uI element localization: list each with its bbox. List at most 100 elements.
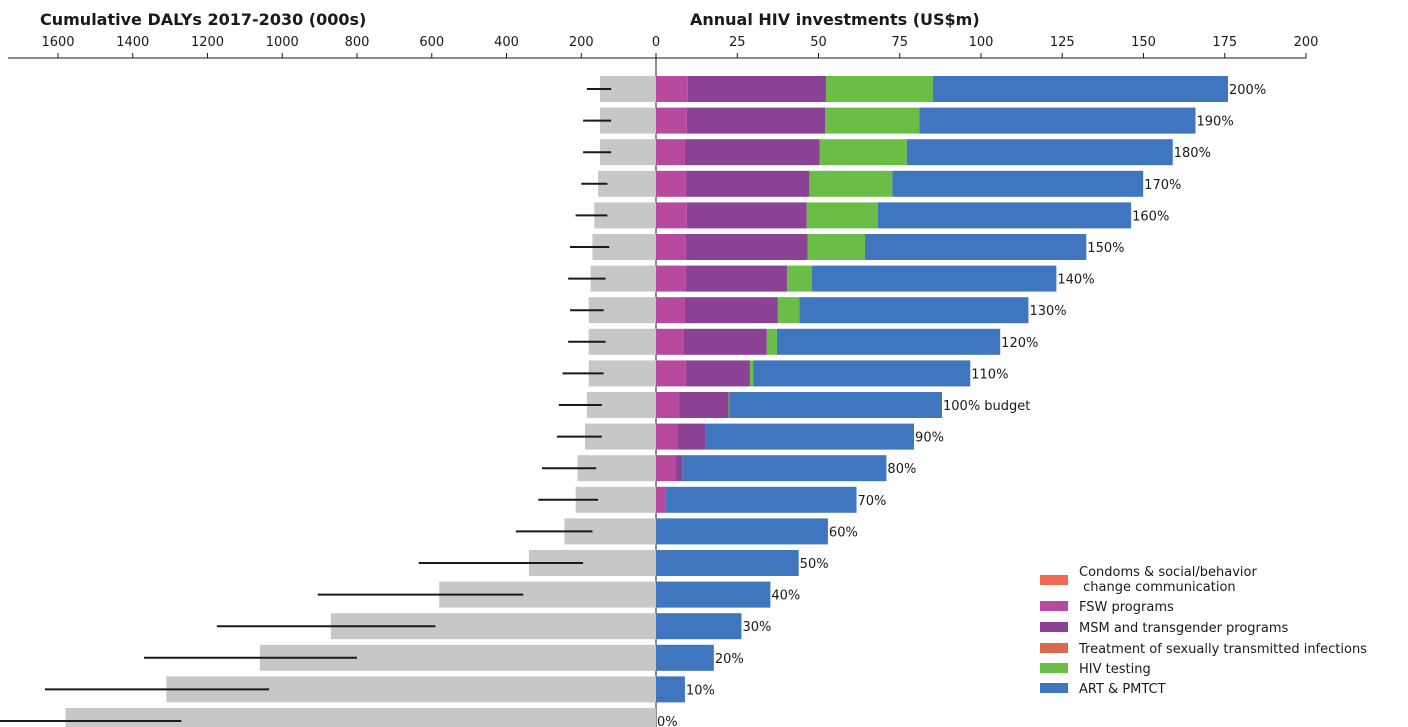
investment-segment (819, 139, 907, 166)
investment-segment (656, 455, 676, 482)
investment-segment (825, 107, 920, 134)
investment-segment (807, 234, 865, 260)
investment-segment (656, 202, 687, 229)
investment-segment (686, 202, 807, 229)
left-tick-label: 400 (494, 35, 519, 50)
investment-segment (677, 423, 706, 450)
investment-segment (656, 676, 685, 703)
investment-segment (864, 234, 1087, 260)
investment-segment (656, 107, 687, 134)
left-tick-label: 1000 (266, 35, 299, 50)
investment-segment (656, 550, 799, 576)
legend: Condoms & social/behavior change communi… (1040, 565, 1367, 697)
investment-segment (656, 170, 686, 197)
left-tick-label: 1200 (191, 35, 224, 50)
investment-segment (685, 234, 808, 260)
investment-segment (749, 360, 754, 387)
investment-segment (766, 328, 777, 355)
legend-swatch (1040, 622, 1068, 632)
investment-segment (777, 297, 800, 324)
legend-label: MSM and transgender programs (1079, 621, 1289, 636)
bar-label: 120% (1001, 336, 1038, 351)
left-tick-label: 200 (569, 35, 594, 50)
right-tick-label: 175 (1212, 35, 1237, 50)
daly-bar (65, 708, 657, 727)
legend-swatch (1040, 575, 1068, 585)
investment-segment (705, 423, 915, 450)
bar-label: 110% (971, 367, 1008, 382)
investment-segment (786, 265, 812, 292)
left-tick-label: 800 (345, 35, 370, 50)
bar-label: 200% (1229, 83, 1266, 98)
investment-bars (656, 76, 1228, 703)
bar-label: 150% (1087, 241, 1124, 256)
legend-swatch (1040, 643, 1068, 653)
bar-label: 70% (858, 494, 887, 509)
investment-segment (799, 297, 1029, 324)
legend-swatch (1040, 601, 1068, 611)
left-panel-title: Cumulative DALYs 2017-2030 (000s) (40, 10, 366, 29)
legend-label: HIV testing (1079, 662, 1151, 677)
bar-label: 30% (742, 620, 771, 635)
investment-segment (656, 265, 686, 292)
bar-label: 100% budget (943, 399, 1030, 414)
investment-segment (675, 455, 683, 482)
investment-segment (685, 170, 810, 197)
investment-segment (686, 107, 825, 134)
investment-segment (684, 297, 778, 324)
investment-segment (679, 392, 729, 418)
investment-segment (656, 644, 714, 671)
investment-segment (728, 392, 730, 418)
investment-segment (684, 139, 820, 166)
investment-segment (656, 581, 771, 608)
bar-label: 0% (657, 715, 678, 727)
daly-bars (0, 76, 657, 727)
investment-segment (919, 107, 1196, 134)
bar-label: 140% (1057, 273, 1094, 288)
investment-segment (656, 486, 666, 513)
right-tick-label: 25 (729, 35, 746, 50)
investment-segment (656, 360, 686, 387)
bar-label: 10% (686, 683, 715, 698)
legend-label: Condoms & social/behavior change communi… (1079, 565, 1257, 595)
bar-label: 130% (1029, 304, 1066, 319)
bar-label: 190% (1197, 115, 1234, 130)
bar-label: 60% (829, 525, 858, 540)
investment-segment (656, 234, 686, 260)
daly-bar (598, 170, 656, 197)
investment-segment (932, 76, 1228, 102)
right-panel-title: Annual HIV investments (US$m) (690, 10, 980, 29)
right-tick-label: 150 (1131, 35, 1156, 50)
right-tick-label: 0 (652, 35, 660, 50)
investment-segment (753, 360, 971, 387)
investment-segment (656, 297, 685, 324)
investment-segment (656, 518, 828, 545)
legend-label: ART & PMTCT (1079, 682, 1166, 697)
right-tick-label: 200 (1294, 35, 1319, 50)
budget-labels: 200% 190% 180% 170% 160% 150% 140% 130% 120% 110%… (657, 83, 1266, 727)
investment-segment (806, 202, 878, 229)
investment-segment (683, 328, 767, 355)
right-tick-label: 75 (891, 35, 908, 50)
bar-label: 80% (887, 462, 916, 477)
investment-segment (825, 76, 933, 102)
right-tick-label: 125 (1050, 35, 1075, 50)
right-tick-label: 100 (969, 35, 994, 50)
investment-segment (656, 76, 688, 102)
legend-label: FSW programs (1079, 600, 1174, 615)
left-tick-label: 1400 (116, 35, 149, 50)
investment-segment (906, 139, 1173, 166)
bar-label: 160% (1132, 209, 1169, 224)
bar-label: 20% (715, 652, 744, 667)
axes: 0 25 50 75 100 125 150 175 200 1600 1400 1200 1000 80… (8, 35, 1318, 727)
investment-segment (811, 265, 1057, 292)
legend-swatch (1040, 683, 1068, 693)
legend-label: Treatment of sexually transmitted infect… (1078, 642, 1367, 657)
bar-label: 40% (771, 589, 800, 604)
bar-label: 50% (800, 557, 829, 572)
left-tick-label: 600 (419, 35, 444, 50)
investment-segment (729, 392, 942, 418)
investment-segment (656, 139, 685, 166)
investment-segment (685, 265, 787, 292)
